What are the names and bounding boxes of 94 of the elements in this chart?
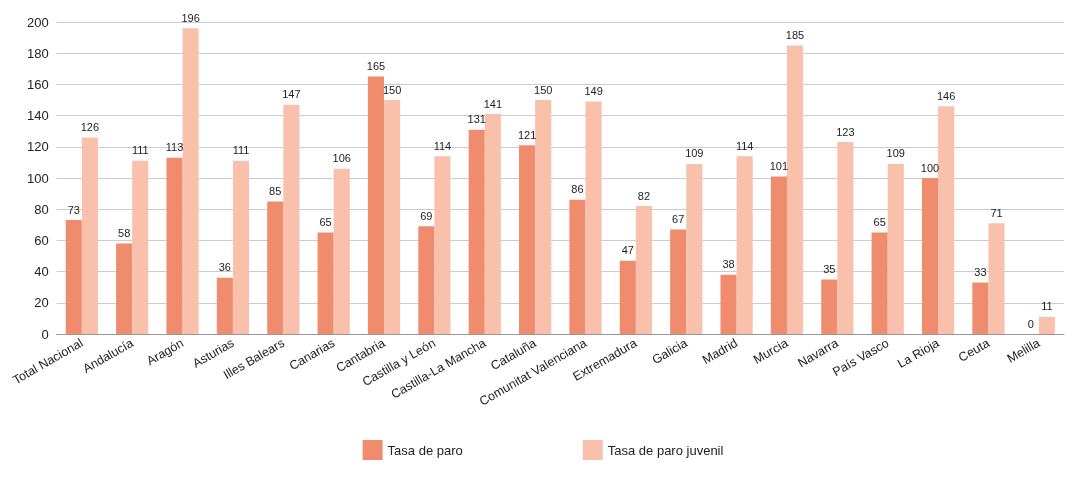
data-label: 33 [974, 266, 987, 279]
data-label: 123 [836, 125, 855, 138]
bar [65, 220, 82, 334]
bar [585, 101, 602, 334]
data-label: 114 [433, 139, 452, 152]
bar [81, 137, 98, 334]
bar [720, 274, 737, 334]
bar [317, 232, 334, 334]
data-label: 165 [366, 60, 386, 73]
data-label: 111 [131, 144, 149, 157]
data-label: 0 [1027, 317, 1034, 330]
x-tick-label: Ceuta [956, 335, 992, 365]
y-tick-label: 120 [26, 139, 49, 155]
data-label: 113 [165, 141, 184, 154]
bar [670, 229, 687, 334]
bar [434, 156, 451, 334]
bar [267, 201, 284, 334]
bar [182, 28, 199, 334]
y-tick-label: 200 [26, 14, 49, 30]
y-tick-label: 40 [34, 264, 49, 280]
bar [972, 282, 989, 334]
y-tick-label: 0 [41, 326, 49, 342]
data-label: 150 [382, 83, 402, 96]
data-label: 65 [873, 216, 886, 229]
data-label: 121 [517, 128, 537, 141]
y-tick-label: 20 [34, 295, 49, 311]
bar [736, 156, 753, 334]
y-tick-label: 60 [34, 232, 49, 248]
data-label: 73 [67, 203, 80, 216]
bar [770, 176, 787, 334]
x-tick-label: La Rioja [894, 335, 942, 371]
data-label: 86 [571, 183, 584, 196]
bar [821, 279, 838, 334]
bar [887, 163, 904, 334]
bar [786, 45, 804, 334]
bar [837, 142, 854, 334]
bar [938, 106, 955, 334]
data-label: 147 [282, 88, 301, 101]
data-label: 82 [637, 189, 651, 202]
data-label: 65 [319, 216, 332, 229]
bar [468, 129, 485, 334]
y-tick-label: 140 [26, 108, 49, 124]
bar [1038, 316, 1055, 334]
bar [535, 100, 552, 334]
data-label: 150 [534, 83, 553, 96]
data-label: 126 [80, 120, 100, 133]
data-label: 58 [118, 227, 131, 240]
bar [635, 206, 652, 334]
y-tick-label: 80 [34, 201, 49, 217]
bar [519, 145, 536, 334]
data-label: 85 [269, 184, 282, 197]
bar [569, 199, 586, 334]
bar [166, 157, 183, 334]
legend-label: Tasa de paro juvenil [607, 442, 724, 458]
data-label: 114 [735, 139, 754, 152]
data-label: 47 [621, 244, 634, 257]
bar [333, 168, 350, 334]
data-label: 35 [823, 262, 836, 275]
data-label: 109 [886, 147, 905, 160]
data-label: 11 [1041, 300, 1053, 313]
data-label: 141 [483, 97, 503, 110]
bar [116, 243, 133, 334]
bar [686, 163, 703, 334]
data-label: 111 [232, 144, 250, 157]
bar [283, 104, 300, 334]
y-tick-label: 100 [26, 170, 49, 186]
bar [367, 76, 385, 334]
data-label: 69 [420, 209, 433, 222]
data-label: 196 [181, 11, 200, 24]
data-label: 36 [218, 261, 231, 274]
bar [232, 160, 250, 334]
bar [418, 226, 435, 334]
data-label: 185 [785, 28, 805, 41]
bar [484, 114, 501, 334]
bar [988, 223, 1005, 334]
bar [216, 277, 233, 334]
data-label: 38 [722, 258, 735, 271]
data-label: 67 [672, 212, 685, 225]
bar [871, 232, 888, 334]
bar [132, 160, 149, 334]
bar [921, 178, 939, 334]
bar [384, 100, 401, 334]
y-tick-label: 180 [26, 45, 49, 61]
y-tick-label: 160 [26, 76, 49, 92]
data-label: 101 [769, 159, 789, 172]
data-label: 149 [584, 85, 603, 98]
data-label: 109 [685, 147, 704, 160]
legend-label: Tasa de paro [387, 442, 463, 458]
data-label: 131 [467, 113, 486, 126]
bar [619, 260, 636, 334]
data-label: 106 [332, 152, 351, 165]
data-label: 146 [936, 89, 956, 102]
data-label: 100 [920, 161, 940, 174]
data-label: 71 [990, 206, 1003, 219]
